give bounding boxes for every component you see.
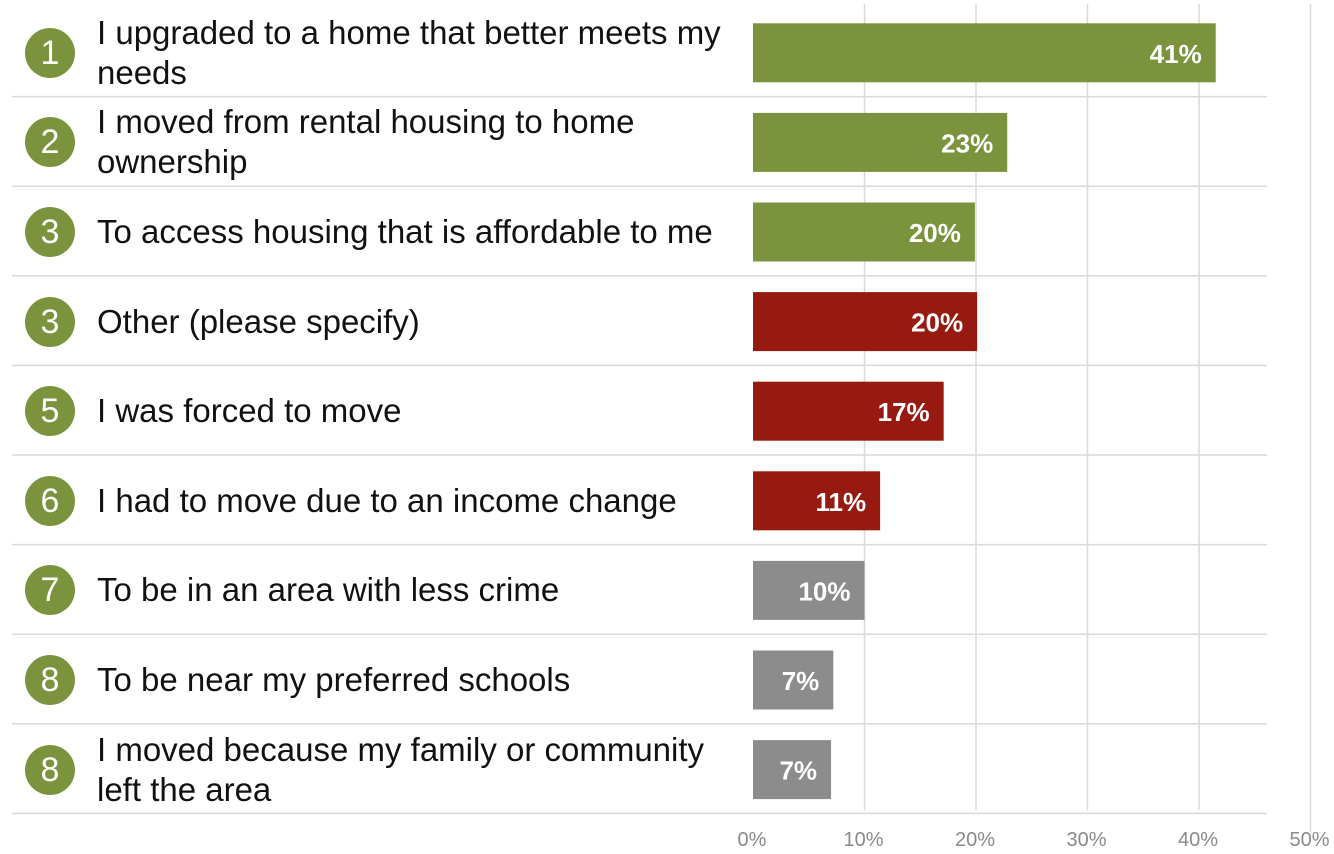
x-tick-label: 20% bbox=[955, 829, 995, 851]
category-label: I was forced to move bbox=[97, 392, 402, 430]
rank-badge: 3 bbox=[25, 207, 75, 257]
rank-badge: 8 bbox=[25, 744, 75, 795]
bar bbox=[753, 202, 975, 262]
category-label: Other (please specify) bbox=[97, 302, 420, 340]
rank-badge: 2 bbox=[25, 117, 75, 168]
bar-value-label: 23% bbox=[941, 128, 993, 158]
x-tick-label: 40% bbox=[1178, 829, 1218, 851]
x-tick-label: 10% bbox=[843, 829, 883, 851]
bar-value-label: 7% bbox=[779, 756, 817, 786]
bar bbox=[753, 292, 978, 352]
category-label: To be in an area with less crime bbox=[97, 571, 560, 609]
bar-value-label: 7% bbox=[782, 666, 820, 696]
bar-value-label: 41% bbox=[1150, 39, 1202, 69]
rank-badge: 7 bbox=[25, 565, 75, 616]
bar-value-label: 11% bbox=[816, 487, 867, 517]
category-label: To be near my preferred schools bbox=[97, 661, 571, 698]
rank-badge: 3 bbox=[25, 296, 75, 347]
x-tick-label: 0% bbox=[738, 829, 767, 851]
bar-value-label: 17% bbox=[878, 397, 930, 427]
category-label: To access housing that is affordable to … bbox=[97, 213, 713, 250]
category-label: I moved from rental housing to home owne… bbox=[97, 103, 635, 181]
rank-badge: 6 bbox=[25, 475, 75, 526]
category-label: I moved because my family or community l… bbox=[97, 730, 705, 808]
bar bbox=[753, 560, 865, 620]
bar bbox=[753, 650, 834, 710]
rank-badge: 1 bbox=[25, 27, 75, 78]
bar bbox=[753, 381, 944, 441]
rank-badge: 5 bbox=[25, 386, 75, 437]
bar-value-label: 20% bbox=[909, 218, 961, 248]
bar bbox=[753, 23, 1216, 83]
x-tick-label: 50% bbox=[1289, 829, 1329, 851]
category-label: I upgraded to a home that better meets m… bbox=[97, 13, 721, 91]
bar bbox=[753, 112, 1008, 172]
bar bbox=[753, 471, 881, 531]
bar-value-label: 10% bbox=[798, 576, 850, 606]
x-tick-label: 30% bbox=[1066, 829, 1106, 851]
bar-value-label: 20% bbox=[911, 308, 963, 338]
rank-badge: 8 bbox=[25, 655, 75, 705]
category-label: I had to move due to an income change bbox=[97, 481, 677, 519]
bar bbox=[753, 740, 832, 800]
